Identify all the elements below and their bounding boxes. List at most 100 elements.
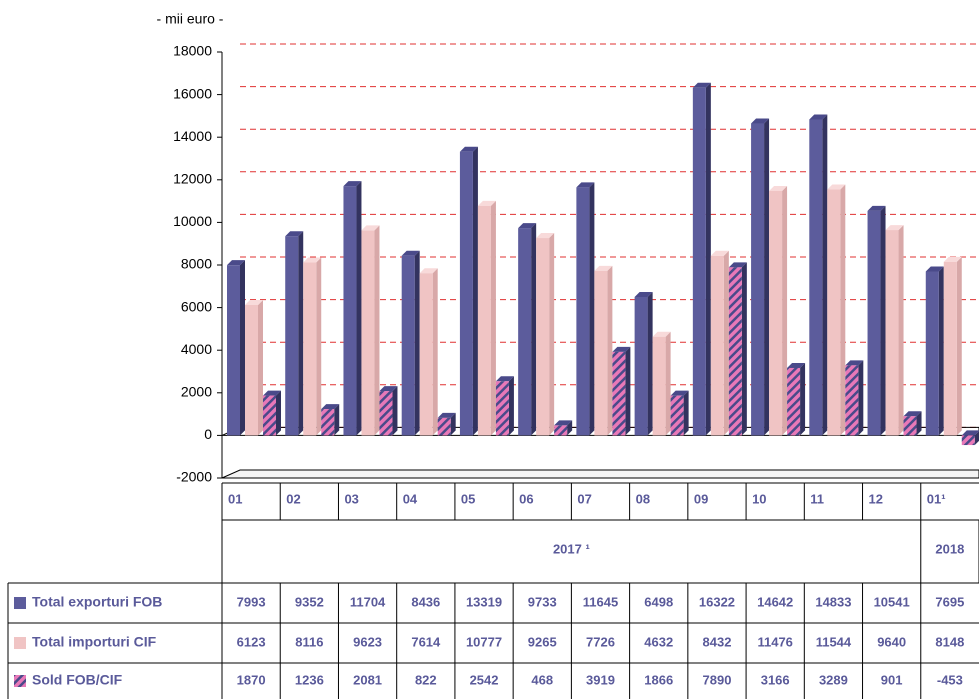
bar <box>263 395 276 436</box>
bar-top <box>343 181 362 187</box>
legend-label: Total importuri CIF <box>32 634 157 650</box>
bar-top <box>459 146 478 152</box>
x-tick-label: 12 <box>869 491 883 506</box>
bar-side <box>880 205 886 436</box>
bar-top <box>867 205 886 211</box>
bar <box>961 435 975 446</box>
table-value: 6123 <box>237 634 266 649</box>
table-value: 13319 <box>466 594 502 609</box>
x-tick-label: 08 <box>636 491 650 506</box>
table-value: 16322 <box>699 594 735 609</box>
table-value: 6498 <box>644 594 673 609</box>
bar <box>285 236 299 436</box>
y-axis-label: - mii euro - <box>157 11 224 27</box>
table-value: 8148 <box>935 634 964 649</box>
bar <box>343 186 357 436</box>
table-value: 822 <box>415 672 437 687</box>
bar-top <box>554 420 573 426</box>
y-tick-label: 18000 <box>173 43 212 59</box>
bar <box>943 261 957 436</box>
bar <box>303 262 317 436</box>
bar <box>437 417 451 436</box>
bar-top <box>303 257 322 263</box>
bar <box>710 255 724 436</box>
table-value: 11544 <box>816 634 852 649</box>
bar-top <box>787 362 806 368</box>
bar-top <box>692 82 711 88</box>
bar-top <box>379 386 398 392</box>
bar-side <box>240 260 245 436</box>
bar-top <box>361 225 380 231</box>
bar <box>321 409 335 436</box>
bar-top <box>263 390 281 396</box>
bar-top <box>227 260 245 266</box>
bar-side <box>589 182 595 436</box>
bar-top <box>728 262 747 268</box>
table-value: 9640 <box>877 634 906 649</box>
bar <box>554 425 568 436</box>
bar-side <box>356 181 362 436</box>
y-tick-label: 2000 <box>181 384 212 400</box>
bar-side <box>916 411 922 436</box>
bar-side <box>764 118 770 436</box>
bar <box>885 230 899 436</box>
x-tick-label: 10 <box>752 491 766 506</box>
y-tick-label: 12000 <box>173 171 212 187</box>
bar <box>536 238 550 436</box>
bar-side <box>898 225 904 436</box>
bar-top <box>634 291 653 297</box>
bar <box>728 267 742 436</box>
table-value: 901 <box>881 672 903 687</box>
x-tick-label: 05 <box>461 491 475 506</box>
table-value: 1236 <box>295 672 324 687</box>
bar <box>827 189 841 436</box>
table-value: 10777 <box>466 634 502 649</box>
table-value: 7993 <box>237 594 266 609</box>
bar <box>903 416 917 436</box>
bar-top <box>401 250 420 256</box>
bar-side <box>683 390 689 436</box>
bar-top <box>612 346 631 352</box>
table-value: 9265 <box>528 634 557 649</box>
x-tick-label: 06 <box>519 491 533 506</box>
bar-top <box>827 184 846 190</box>
x-tick-label: 01¹ <box>927 491 946 506</box>
bar-top <box>903 411 922 417</box>
legend-label: Total exporturi FOB <box>32 594 162 610</box>
table-value: 3166 <box>761 672 790 687</box>
table-value: 14642 <box>757 594 793 609</box>
group-label: 2018 <box>935 541 964 556</box>
bar-top <box>495 376 514 382</box>
bar-side <box>276 390 281 436</box>
y-tick-label: 10000 <box>173 213 212 229</box>
legend-label: Sold FOB/CIF <box>32 672 123 688</box>
bar-top <box>845 360 864 366</box>
bar <box>518 228 532 436</box>
bar-side <box>822 114 828 436</box>
bar-side <box>858 360 864 436</box>
table-value: 9352 <box>295 594 324 609</box>
bar-side <box>974 431 979 446</box>
bar-side <box>414 250 420 436</box>
x-tick-label: 04 <box>403 491 418 506</box>
bar <box>634 296 648 436</box>
bar-side <box>490 200 496 436</box>
bar-side <box>741 262 747 436</box>
y-tick-label: -2000 <box>176 469 212 485</box>
bar <box>227 265 240 436</box>
bar-side <box>607 265 613 436</box>
bar-top <box>652 331 671 337</box>
bar-side <box>316 257 322 436</box>
bar-side <box>782 185 788 436</box>
bar-side <box>450 412 456 436</box>
bar-top <box>925 266 944 272</box>
bar <box>477 205 491 436</box>
x-tick-label: 11 <box>810 491 824 506</box>
table-value: 2081 <box>353 672 382 687</box>
bar <box>612 351 626 436</box>
bar-side <box>956 256 962 436</box>
bar-side <box>567 420 573 436</box>
table-value: -453 <box>937 672 963 687</box>
table-value: 468 <box>531 672 553 687</box>
